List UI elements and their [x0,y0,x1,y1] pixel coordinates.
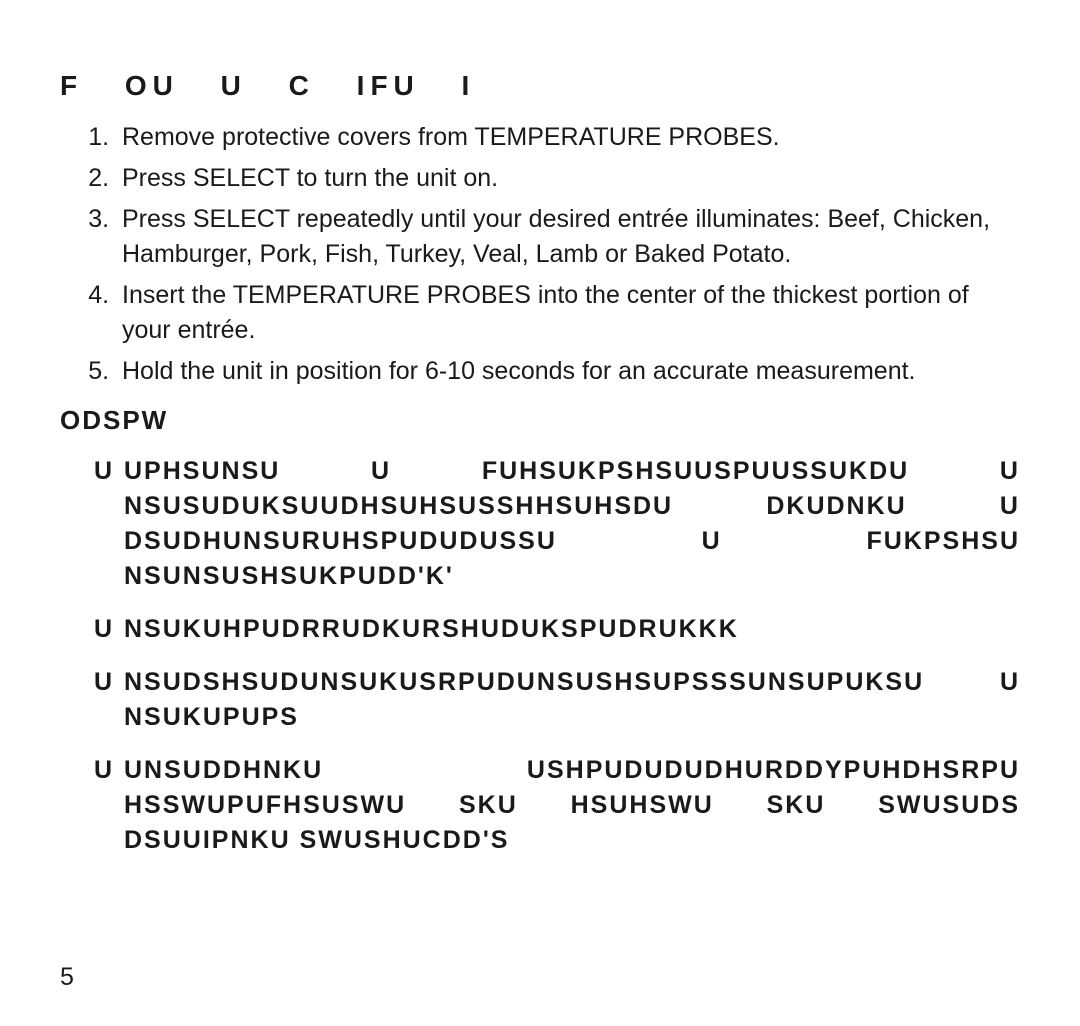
note-item: NSUKUHPUDRRUDKURSHUDUKSPUDRUKKK [94,612,1020,647]
instruction-item: Press SELECT repeatedly until your desir… [116,202,1020,272]
instruction-item: Remove protective covers from TEMPERATUR… [116,120,1020,155]
note-item: UNSUDDHNKU USHPUDUDUDHURDDYPUHDHSRPU HSS… [94,753,1020,858]
section-heading: F OU U C IFU I [60,70,1020,102]
instruction-item: Insert the TEMPERATURE PROBES into the c… [116,278,1020,348]
document-page: F OU U C IFU I Remove protective covers … [0,0,1080,1026]
note-item: NSUDSHSUDUNSUKUSRPUDUNSUSHSUPSSSUNSUPUKS… [94,665,1020,735]
instruction-item: Press SELECT to turn the unit on. [116,161,1020,196]
page-number: 5 [60,963,74,992]
note-item: UPHSUNSU U FUHSUKPSHSUUSPUUSSUKDU U NSUS… [94,454,1020,594]
notes-heading: ODSPW [60,405,1020,436]
instruction-item: Hold the unit in position for 6-10 secon… [116,354,1020,389]
instruction-list: Remove protective covers from TEMPERATUR… [60,120,1020,389]
notes-block: UPHSUNSU U FUHSUKPSHSUUSPUUSSUKDU U NSUS… [94,454,1020,858]
